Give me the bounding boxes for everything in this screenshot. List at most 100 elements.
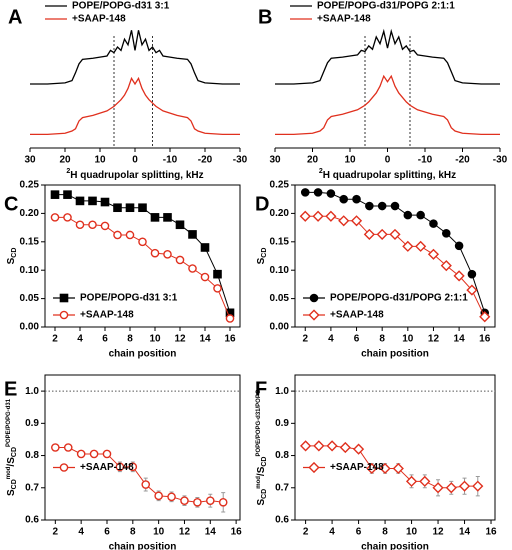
plot-frame xyxy=(294,184,496,328)
y-tick-label: 0.6 xyxy=(25,515,39,526)
marker xyxy=(466,284,478,296)
marker xyxy=(366,462,378,475)
x-tick-label: 10 xyxy=(406,527,418,538)
marker xyxy=(180,496,189,505)
y-tick-label: 0.00 xyxy=(270,322,290,333)
marker xyxy=(338,215,350,227)
marker xyxy=(138,203,147,213)
x-tick-label: 16 xyxy=(485,527,497,538)
marker xyxy=(427,248,440,260)
y-axis-label: SCDmod/SCDPOPE/POPG-d31 xyxy=(6,398,19,496)
marker xyxy=(326,440,338,452)
y-axis-label-part: S xyxy=(6,257,17,264)
x-tick-label: 6 xyxy=(102,334,108,345)
marker xyxy=(300,188,310,197)
y-tick-label: 0.00 xyxy=(20,322,40,333)
y-tick-label: 0.8 xyxy=(275,450,289,461)
marker xyxy=(50,190,60,199)
marker xyxy=(415,240,427,252)
y-axis-label-part: S xyxy=(256,257,267,264)
marker xyxy=(63,443,73,452)
marker xyxy=(167,492,176,502)
plot-frame xyxy=(44,374,241,521)
legend-label: +SAAP-148 xyxy=(330,462,384,473)
x-tick-label: 4 xyxy=(78,527,84,538)
panel-letter: F xyxy=(255,378,267,400)
y-tick-label: 0.10 xyxy=(270,265,290,276)
marker xyxy=(429,219,438,228)
legend-label: POPE/POPG-d31 3:1 xyxy=(72,1,170,12)
marker xyxy=(150,213,160,222)
legend-label: +SAAP-148 xyxy=(72,14,126,25)
marker xyxy=(100,221,110,231)
marker xyxy=(138,237,147,247)
panel-letter: B xyxy=(258,6,272,28)
x-tick-label: 10 xyxy=(402,334,414,345)
y-axis-label: SCD xyxy=(6,248,19,265)
marker xyxy=(363,228,375,241)
x-tick-label: 20 xyxy=(59,155,71,166)
legend-label: POPE/POPG-d31/POPG 2:1:1 xyxy=(317,1,455,12)
marker xyxy=(141,480,151,489)
marker xyxy=(416,210,425,220)
marker xyxy=(309,293,319,303)
x-tick-label: 4 xyxy=(77,334,83,345)
marker xyxy=(63,213,72,222)
marker xyxy=(205,496,215,505)
y-tick-label: 0.25 xyxy=(270,180,290,191)
y-tick-label: 0.20 xyxy=(20,208,40,219)
x-tick-label: 2 xyxy=(303,527,309,538)
x-tick-label: 20 xyxy=(307,155,319,166)
x-tick-label: 12 xyxy=(428,334,440,345)
marker xyxy=(376,228,388,241)
x-tick-label: 0 xyxy=(385,155,391,166)
legend-label: +SAAP-148 xyxy=(330,310,384,321)
y-axis-label-part: /S xyxy=(256,466,267,476)
marker xyxy=(458,480,471,492)
marker xyxy=(441,228,451,238)
marker xyxy=(479,311,491,323)
marker xyxy=(213,269,222,279)
y-tick-label: 0.6 xyxy=(275,515,289,526)
x-tick-label: 12 xyxy=(179,527,191,538)
marker xyxy=(402,240,414,252)
legend-label: +SAAP-148 xyxy=(80,462,134,473)
marker xyxy=(76,449,86,459)
y-axis-label-part: POPE/POPG-d31 xyxy=(6,398,12,447)
marker xyxy=(326,189,336,198)
y-axis-label-part: S xyxy=(256,499,267,506)
marker xyxy=(390,201,400,211)
y-axis-label-part: CD xyxy=(11,479,18,489)
marker xyxy=(150,248,160,258)
marker xyxy=(218,497,228,507)
marker xyxy=(467,269,477,279)
y-axis-label-part: CD xyxy=(11,447,18,457)
series-line xyxy=(30,30,240,85)
y-axis-label-part: CD xyxy=(261,456,268,466)
x-tick-label: 16 xyxy=(231,527,243,538)
x-axis-label-part: 2 xyxy=(319,168,323,175)
x-axis-label-part: H quadrupolar splitting, kHz xyxy=(323,170,456,181)
y-axis-label-part: CD xyxy=(261,489,268,499)
x-tick-label: -30 xyxy=(493,155,508,166)
marker xyxy=(405,475,418,487)
panel-letter: D xyxy=(255,193,269,215)
marker xyxy=(125,203,135,213)
marker xyxy=(125,230,135,240)
y-axis-label-part: CD xyxy=(261,248,268,258)
marker xyxy=(392,462,404,475)
marker xyxy=(432,482,444,494)
plot-frame xyxy=(44,184,241,328)
x-tick-label: 14 xyxy=(459,527,471,538)
x-tick-label: 2 xyxy=(302,334,308,345)
x-tick-label: 8 xyxy=(130,527,136,538)
marker xyxy=(200,243,210,252)
marker xyxy=(313,188,323,197)
marker xyxy=(102,449,112,459)
marker xyxy=(59,463,69,472)
marker xyxy=(339,194,349,204)
legend-label: +SAAP-148 xyxy=(80,310,134,321)
x-tick-label: 10 xyxy=(149,334,161,345)
marker xyxy=(128,462,138,472)
marker xyxy=(175,255,185,265)
